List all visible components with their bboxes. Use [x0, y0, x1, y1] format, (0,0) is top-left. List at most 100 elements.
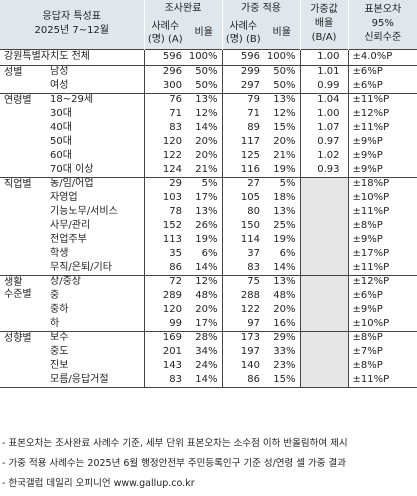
header-cases-b-l1: 사례수 — [229, 20, 258, 32]
table-row: 성별 남성 296 50% 299 50% 1.01 ±6%P — [0, 65, 417, 79]
cell-pct-b: 13% — [264, 93, 301, 107]
cell-ratio: 1.02 — [300, 149, 349, 163]
row-label: 70대 이상 — [48, 163, 145, 177]
table-row: 모름/응답거절 83 14% 86 15% ±11%P — [0, 373, 417, 387]
cell-cases-a: 122 — [162, 150, 182, 161]
row-label: 18~29세 — [48, 93, 145, 107]
footnotes: - 표본오차는 조사완료 사례수 기준, 세부 단위 표본오차는 소수점 이하 … — [2, 434, 415, 494]
group-name-line2: 수준별 — [4, 288, 32, 300]
cell-cases-a: 29 — [169, 178, 182, 190]
cell-pct-b: 14% — [264, 261, 301, 275]
header-unweighted: 조사완료 — [144, 0, 223, 17]
row-label: 기능노무/서비스 — [48, 205, 145, 219]
cell-pct-a: 28% — [186, 331, 223, 345]
group-name: 연령별 — [4, 94, 32, 106]
table-row: 중하 120 20% 122 20% ±9%P — [0, 303, 417, 317]
cell-moe: ±10%P — [352, 317, 390, 329]
cell-cases-a: 120 — [162, 304, 182, 315]
header-weight-ratio-l3: (B/A) — [311, 32, 337, 44]
cell-ratio — [300, 359, 349, 373]
cell-cases-b: 75 — [247, 276, 260, 288]
cell-moe: ±11%P — [352, 94, 390, 106]
cell-pct-a: 12% — [186, 107, 223, 121]
cell-pct-b: 20% — [264, 135, 301, 149]
header-moe: 표본오차 95% 신뢰수준 — [348, 0, 417, 49]
cell-pct-a: 26% — [186, 219, 223, 233]
cell-ratio — [300, 219, 349, 233]
group-label: 생활 수준별 — [0, 275, 48, 331]
header-cases-a-l1: 사례수 — [151, 20, 180, 32]
cell-cases-a: 152 — [162, 220, 182, 231]
cell-cases-a: 71 — [169, 108, 182, 119]
footnote-moe: - 표본오차는 조사완료 사례수 기준, 세부 단위 표본오차는 소수점 이하 … — [2, 438, 348, 449]
row-label: 모름/응답거절 — [48, 373, 145, 387]
cell-pct-a: 48% — [186, 289, 223, 303]
cell-pct-a: 5% — [186, 177, 223, 191]
total-label: 강원특별자치도 전체 — [0, 49, 145, 65]
cell-ratio — [300, 317, 349, 331]
cell-cases-b: 173 — [240, 332, 260, 344]
cell-ratio — [300, 191, 349, 205]
cell-ratio — [300, 275, 349, 289]
cell-ratio: 1.01 — [300, 65, 349, 79]
cell-pct-a: 20% — [186, 135, 223, 149]
cell-moe: ±18%P — [352, 178, 390, 190]
cell-cases-a: 103 — [162, 192, 182, 203]
cell-moe: ±11%P — [352, 122, 390, 133]
cell-cases-b: 197 — [240, 346, 260, 357]
cell-moe: ±11%P — [352, 373, 390, 385]
cell-ratio: 0.93 — [300, 163, 349, 177]
header-cases-b-l2: (명) (B) — [225, 33, 261, 45]
cell-pct-b: 13% — [264, 205, 301, 219]
cell-ratio — [300, 233, 349, 247]
cell-cases-a: 76 — [169, 94, 182, 106]
cell-pct-b: 18% — [264, 191, 301, 205]
cell-ratio — [300, 289, 349, 303]
group-label: 연령별 — [0, 93, 48, 177]
cell-cases-b: 79 — [247, 94, 260, 106]
total-pct-b: 100% — [264, 49, 301, 65]
group-label: 직업별 — [0, 177, 48, 275]
cell-cases-a: 83 — [169, 373, 182, 385]
cell-cases-b: 83 — [247, 261, 260, 273]
cell-cases-a: 72 — [169, 276, 182, 288]
table-row: 사무/관리 152 26% 150 25% ±8%P — [0, 219, 417, 233]
header-label-cell: 응답자 특성표 2025년 7~12월 — [0, 0, 145, 49]
cell-cases-a: 78 — [169, 206, 182, 217]
cell-moe: ±9%P — [352, 304, 383, 315]
total-cases-a: 596 — [162, 51, 182, 62]
total-moe: ±4.0%P — [352, 51, 393, 62]
header-weight-ratio: 가중값 배율 (B/A) — [300, 0, 349, 49]
row-label: 남성 — [48, 65, 145, 79]
header-pct-b: 비율 — [264, 17, 301, 49]
table-row: 70대 이상 124 21% 116 19% 0.93 ±9%P — [0, 163, 417, 177]
cell-pct-a: 20% — [186, 149, 223, 163]
cell-ratio — [300, 345, 349, 359]
respondent-table: 응답자 특성표 2025년 7~12월 조사완료 가중 적용 가중값 배율 (B… — [0, 0, 417, 387]
table-row: 기능노무/서비스 78 13% 80 13% ±11%P — [0, 205, 417, 219]
cell-ratio — [300, 247, 349, 261]
cell-pct-a: 17% — [186, 317, 223, 331]
cell-pct-a: 19% — [186, 233, 223, 247]
cell-pct-a: 34% — [186, 345, 223, 359]
total-ratio: 1.00 — [300, 49, 349, 65]
table-row: 전업주부 113 19% 114 19% ±9%P — [0, 233, 417, 247]
cell-moe: ±12%P — [352, 276, 390, 288]
table-row: 연령별 18~29세 76 13% 79 13% 1.04 ±11%P — [0, 93, 417, 107]
table-row: 진보 143 24% 140 23% ±8%P — [0, 359, 417, 373]
header-cases-a-l2: (명) (A) — [147, 33, 183, 45]
header-moe-l1: 표본오차 — [364, 4, 402, 16]
cell-ratio — [300, 261, 349, 275]
table-row: 여성 300 50% 297 50% 0.99 ±6%P — [0, 79, 417, 93]
row-label: 상/중상 — [48, 275, 145, 289]
row-label: 중 — [48, 289, 145, 303]
cell-pct-a: 6% — [186, 247, 223, 261]
cell-pct-a: 14% — [186, 121, 223, 135]
cell-moe: ±17%P — [352, 248, 390, 259]
cell-moe: ±9%P — [352, 136, 383, 147]
cell-ratio — [300, 177, 349, 191]
cell-moe: ±6%P — [352, 79, 383, 91]
row-label: 진보 — [48, 359, 145, 373]
cell-cases-b: 37 — [247, 248, 260, 259]
